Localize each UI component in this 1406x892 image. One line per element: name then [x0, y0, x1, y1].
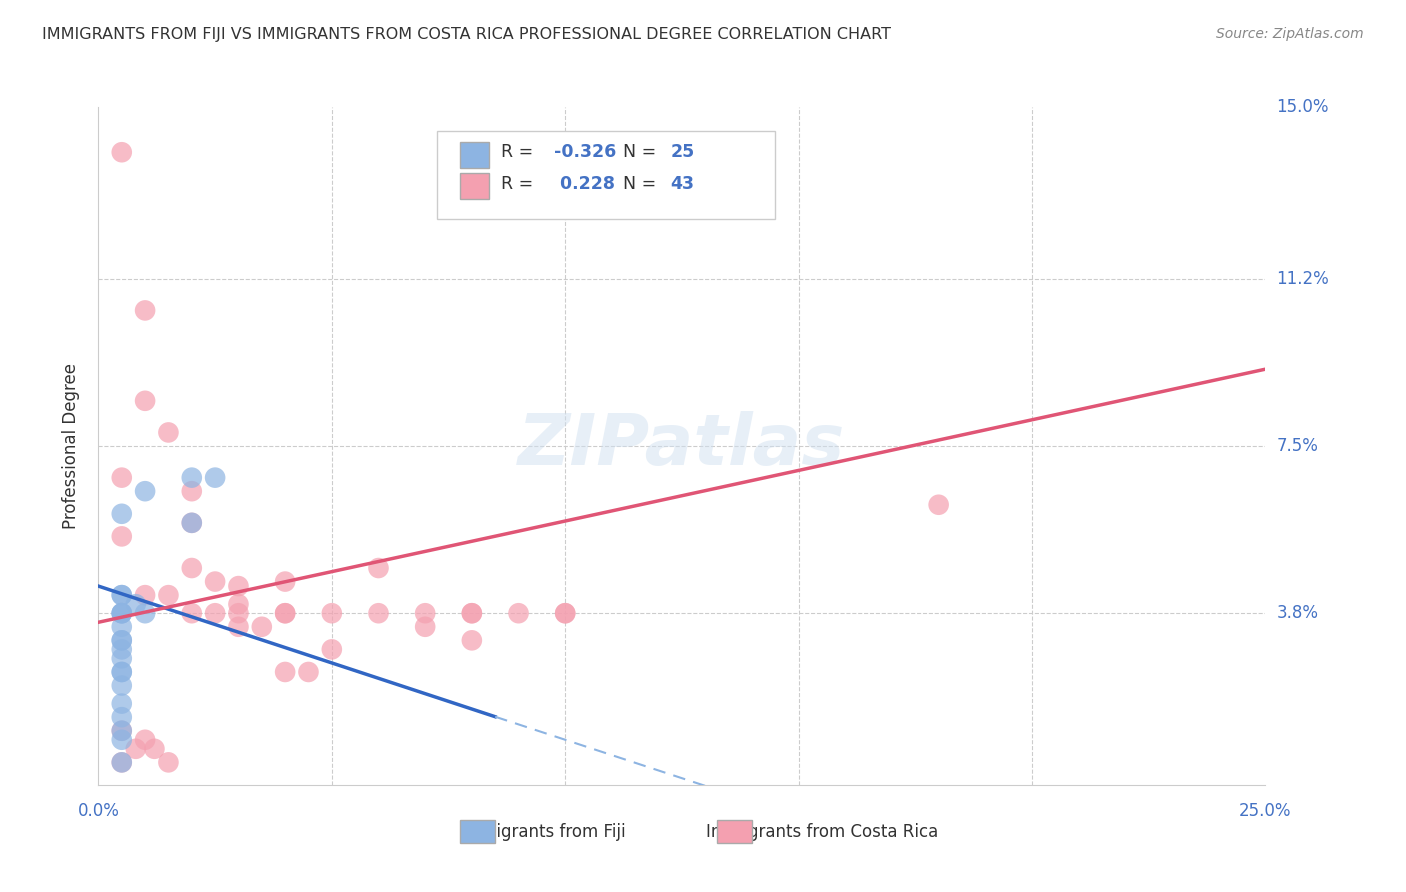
Point — [461, 606, 484, 620]
Point — [367, 606, 389, 620]
Point — [111, 697, 134, 711]
Point — [111, 756, 134, 770]
Text: Immigrants from Fiji: Immigrants from Fiji — [458, 823, 626, 841]
Text: 0.228: 0.228 — [554, 175, 614, 193]
Point — [250, 620, 273, 634]
Point — [111, 723, 134, 738]
Point — [367, 561, 389, 575]
Text: Source: ZipAtlas.com: Source: ZipAtlas.com — [1216, 27, 1364, 41]
Y-axis label: Professional Degree: Professional Degree — [62, 363, 80, 529]
Text: 43: 43 — [671, 175, 695, 193]
Point — [111, 606, 134, 620]
Point — [111, 665, 134, 679]
Point — [111, 723, 134, 738]
Point — [554, 606, 576, 620]
Point — [157, 756, 180, 770]
Point — [111, 642, 134, 657]
Point — [204, 574, 226, 589]
FancyBboxPatch shape — [460, 173, 489, 199]
Text: 15.0%: 15.0% — [1277, 98, 1329, 116]
Point — [180, 516, 202, 530]
Point — [321, 606, 343, 620]
Point — [125, 597, 148, 611]
Point — [228, 579, 250, 593]
Point — [204, 606, 226, 620]
Point — [125, 741, 148, 756]
Point — [143, 741, 166, 756]
Point — [180, 561, 202, 575]
Point — [134, 303, 156, 318]
Point — [228, 606, 250, 620]
Point — [180, 470, 202, 484]
FancyBboxPatch shape — [437, 131, 775, 219]
Point — [157, 588, 180, 602]
Point — [180, 516, 202, 530]
Text: 3.8%: 3.8% — [1277, 604, 1319, 623]
Point — [228, 620, 250, 634]
Point — [413, 620, 436, 634]
Point — [274, 606, 297, 620]
Point — [111, 588, 134, 602]
Point — [554, 606, 576, 620]
Point — [204, 470, 226, 484]
Point — [111, 651, 134, 665]
Text: Immigrants from Costa Rica: Immigrants from Costa Rica — [706, 823, 938, 841]
Point — [928, 498, 950, 512]
Point — [111, 756, 134, 770]
Point — [134, 484, 156, 499]
Text: N =: N = — [612, 175, 662, 193]
Point — [134, 393, 156, 408]
Point — [461, 606, 484, 620]
Text: N =: N = — [612, 144, 662, 161]
Point — [274, 574, 297, 589]
Text: ZIPatlas: ZIPatlas — [519, 411, 845, 481]
Point — [134, 588, 156, 602]
Point — [111, 606, 134, 620]
FancyBboxPatch shape — [460, 143, 489, 168]
Point — [111, 588, 134, 602]
Point — [111, 145, 134, 160]
Text: 0.0%: 0.0% — [77, 802, 120, 820]
Point — [228, 597, 250, 611]
Point — [111, 620, 134, 634]
Point — [180, 606, 202, 620]
Point — [111, 732, 134, 747]
Point — [111, 633, 134, 648]
Point — [111, 633, 134, 648]
Text: 25.0%: 25.0% — [1239, 802, 1292, 820]
Point — [111, 529, 134, 543]
Text: 11.2%: 11.2% — [1277, 269, 1329, 288]
Point — [111, 470, 134, 484]
Point — [180, 484, 202, 499]
Text: R =: R = — [501, 175, 538, 193]
Point — [274, 665, 297, 679]
Point — [508, 606, 530, 620]
Point — [111, 710, 134, 724]
Text: 7.5%: 7.5% — [1277, 437, 1319, 455]
Point — [157, 425, 180, 440]
Point — [111, 507, 134, 521]
Point — [413, 606, 436, 620]
FancyBboxPatch shape — [460, 821, 495, 843]
Point — [111, 679, 134, 693]
Point — [134, 732, 156, 747]
Text: IMMIGRANTS FROM FIJI VS IMMIGRANTS FROM COSTA RICA PROFESSIONAL DEGREE CORRELATI: IMMIGRANTS FROM FIJI VS IMMIGRANTS FROM … — [42, 27, 891, 42]
Text: 25: 25 — [671, 144, 695, 161]
Point — [461, 633, 484, 648]
Point — [274, 606, 297, 620]
Point — [321, 642, 343, 657]
Text: -0.326: -0.326 — [554, 144, 616, 161]
Point — [297, 665, 319, 679]
Point — [111, 606, 134, 620]
FancyBboxPatch shape — [717, 821, 752, 843]
Point — [134, 606, 156, 620]
Text: R =: R = — [501, 144, 538, 161]
Point — [111, 665, 134, 679]
